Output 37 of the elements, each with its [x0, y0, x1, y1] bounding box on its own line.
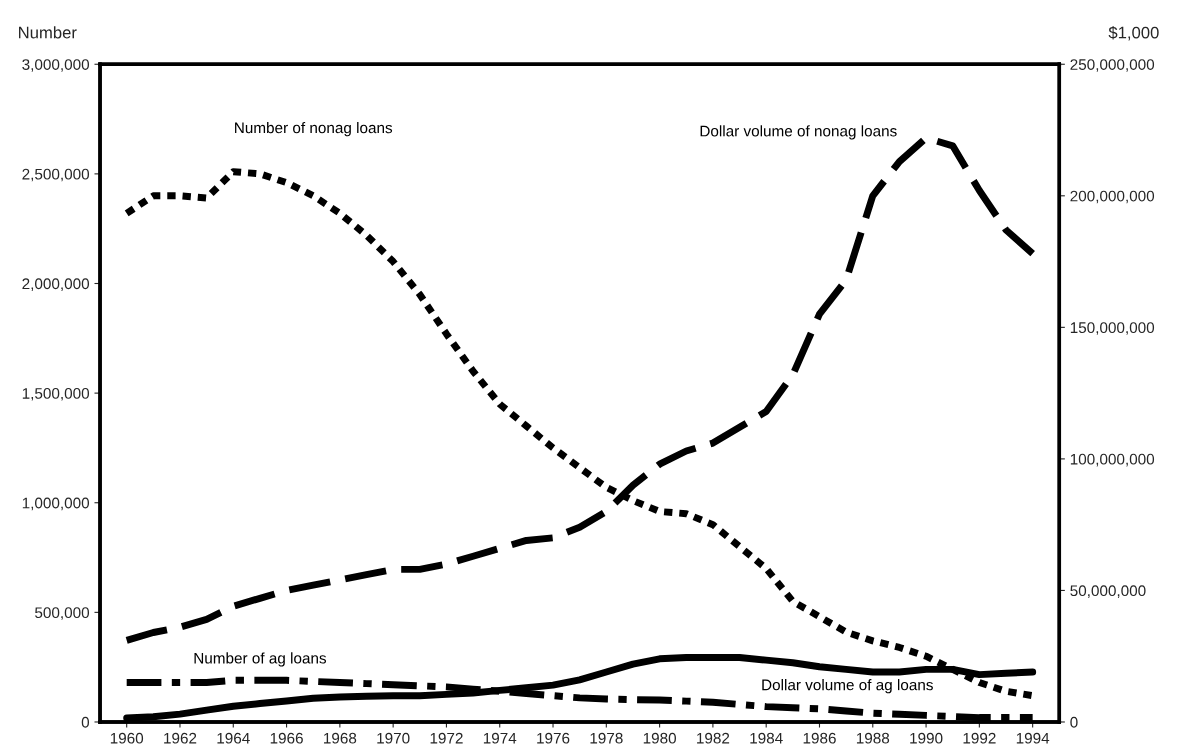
- text: Number of nonag loans: [235, 122, 393, 137]
- x-tick-label: 1992: [963, 732, 996, 744]
- x-tick-label: 1988: [856, 732, 890, 744]
- series-label: Dollar volume of nonag loans: [700, 125, 897, 140]
- series-label: Number of ag loans: [194, 652, 327, 667]
- x-tick-label: 1964: [217, 732, 250, 744]
- y-tick-label: 1,500,000: [22, 387, 90, 401]
- x-tick-label: 1960: [110, 732, 144, 744]
- y2-tick-label: 50,000,000: [1070, 585, 1146, 598]
- x-tick-label: 1986: [803, 732, 836, 744]
- x-tick-label: 1978: [590, 732, 623, 744]
- x-tick-label: 1968: [324, 732, 357, 744]
- x-tick-label: 1972: [430, 732, 463, 744]
- x-tick-label: 1994: [1016, 732, 1050, 744]
- y-axis-title: Number: [19, 26, 77, 39]
- series-label: Dollar volume of ag loans: [762, 679, 933, 694]
- y2-tick-label: 250,000,000: [1070, 59, 1155, 72]
- y-tick-label: 500,000: [35, 607, 90, 620]
- x-tick-label: 1966: [270, 732, 303, 744]
- x-tick-label: 1984: [750, 732, 783, 744]
- x-tick-label: 1976: [537, 732, 570, 744]
- x-tick-label: 1962: [164, 732, 197, 744]
- y-tick-label: 3,000,000: [22, 59, 90, 72]
- x-tick-label: 1990: [910, 732, 943, 744]
- y-tick-label: 1,000,000: [22, 497, 90, 511]
- y2-tick-label: 200,000,000: [1070, 190, 1155, 204]
- y2-tick-label: 100,000,000: [1070, 453, 1155, 467]
- y2-axis-title: $1,000: [1108, 25, 1159, 41]
- y-tick-label: 2,000,000: [22, 278, 90, 291]
- x-tick-label: 1974: [483, 732, 517, 744]
- y-tick-label: 0: [81, 716, 90, 728]
- x-tick-label: 1970: [377, 732, 410, 744]
- y-tick-label: 2,500,000: [22, 168, 90, 182]
- x-tick-label: 1980: [643, 732, 677, 744]
- x-tick-label: 1982: [697, 732, 730, 744]
- y2-tick-label: 150,000,000: [1070, 322, 1155, 335]
- y2-tick-label: 0: [1070, 716, 1078, 728]
